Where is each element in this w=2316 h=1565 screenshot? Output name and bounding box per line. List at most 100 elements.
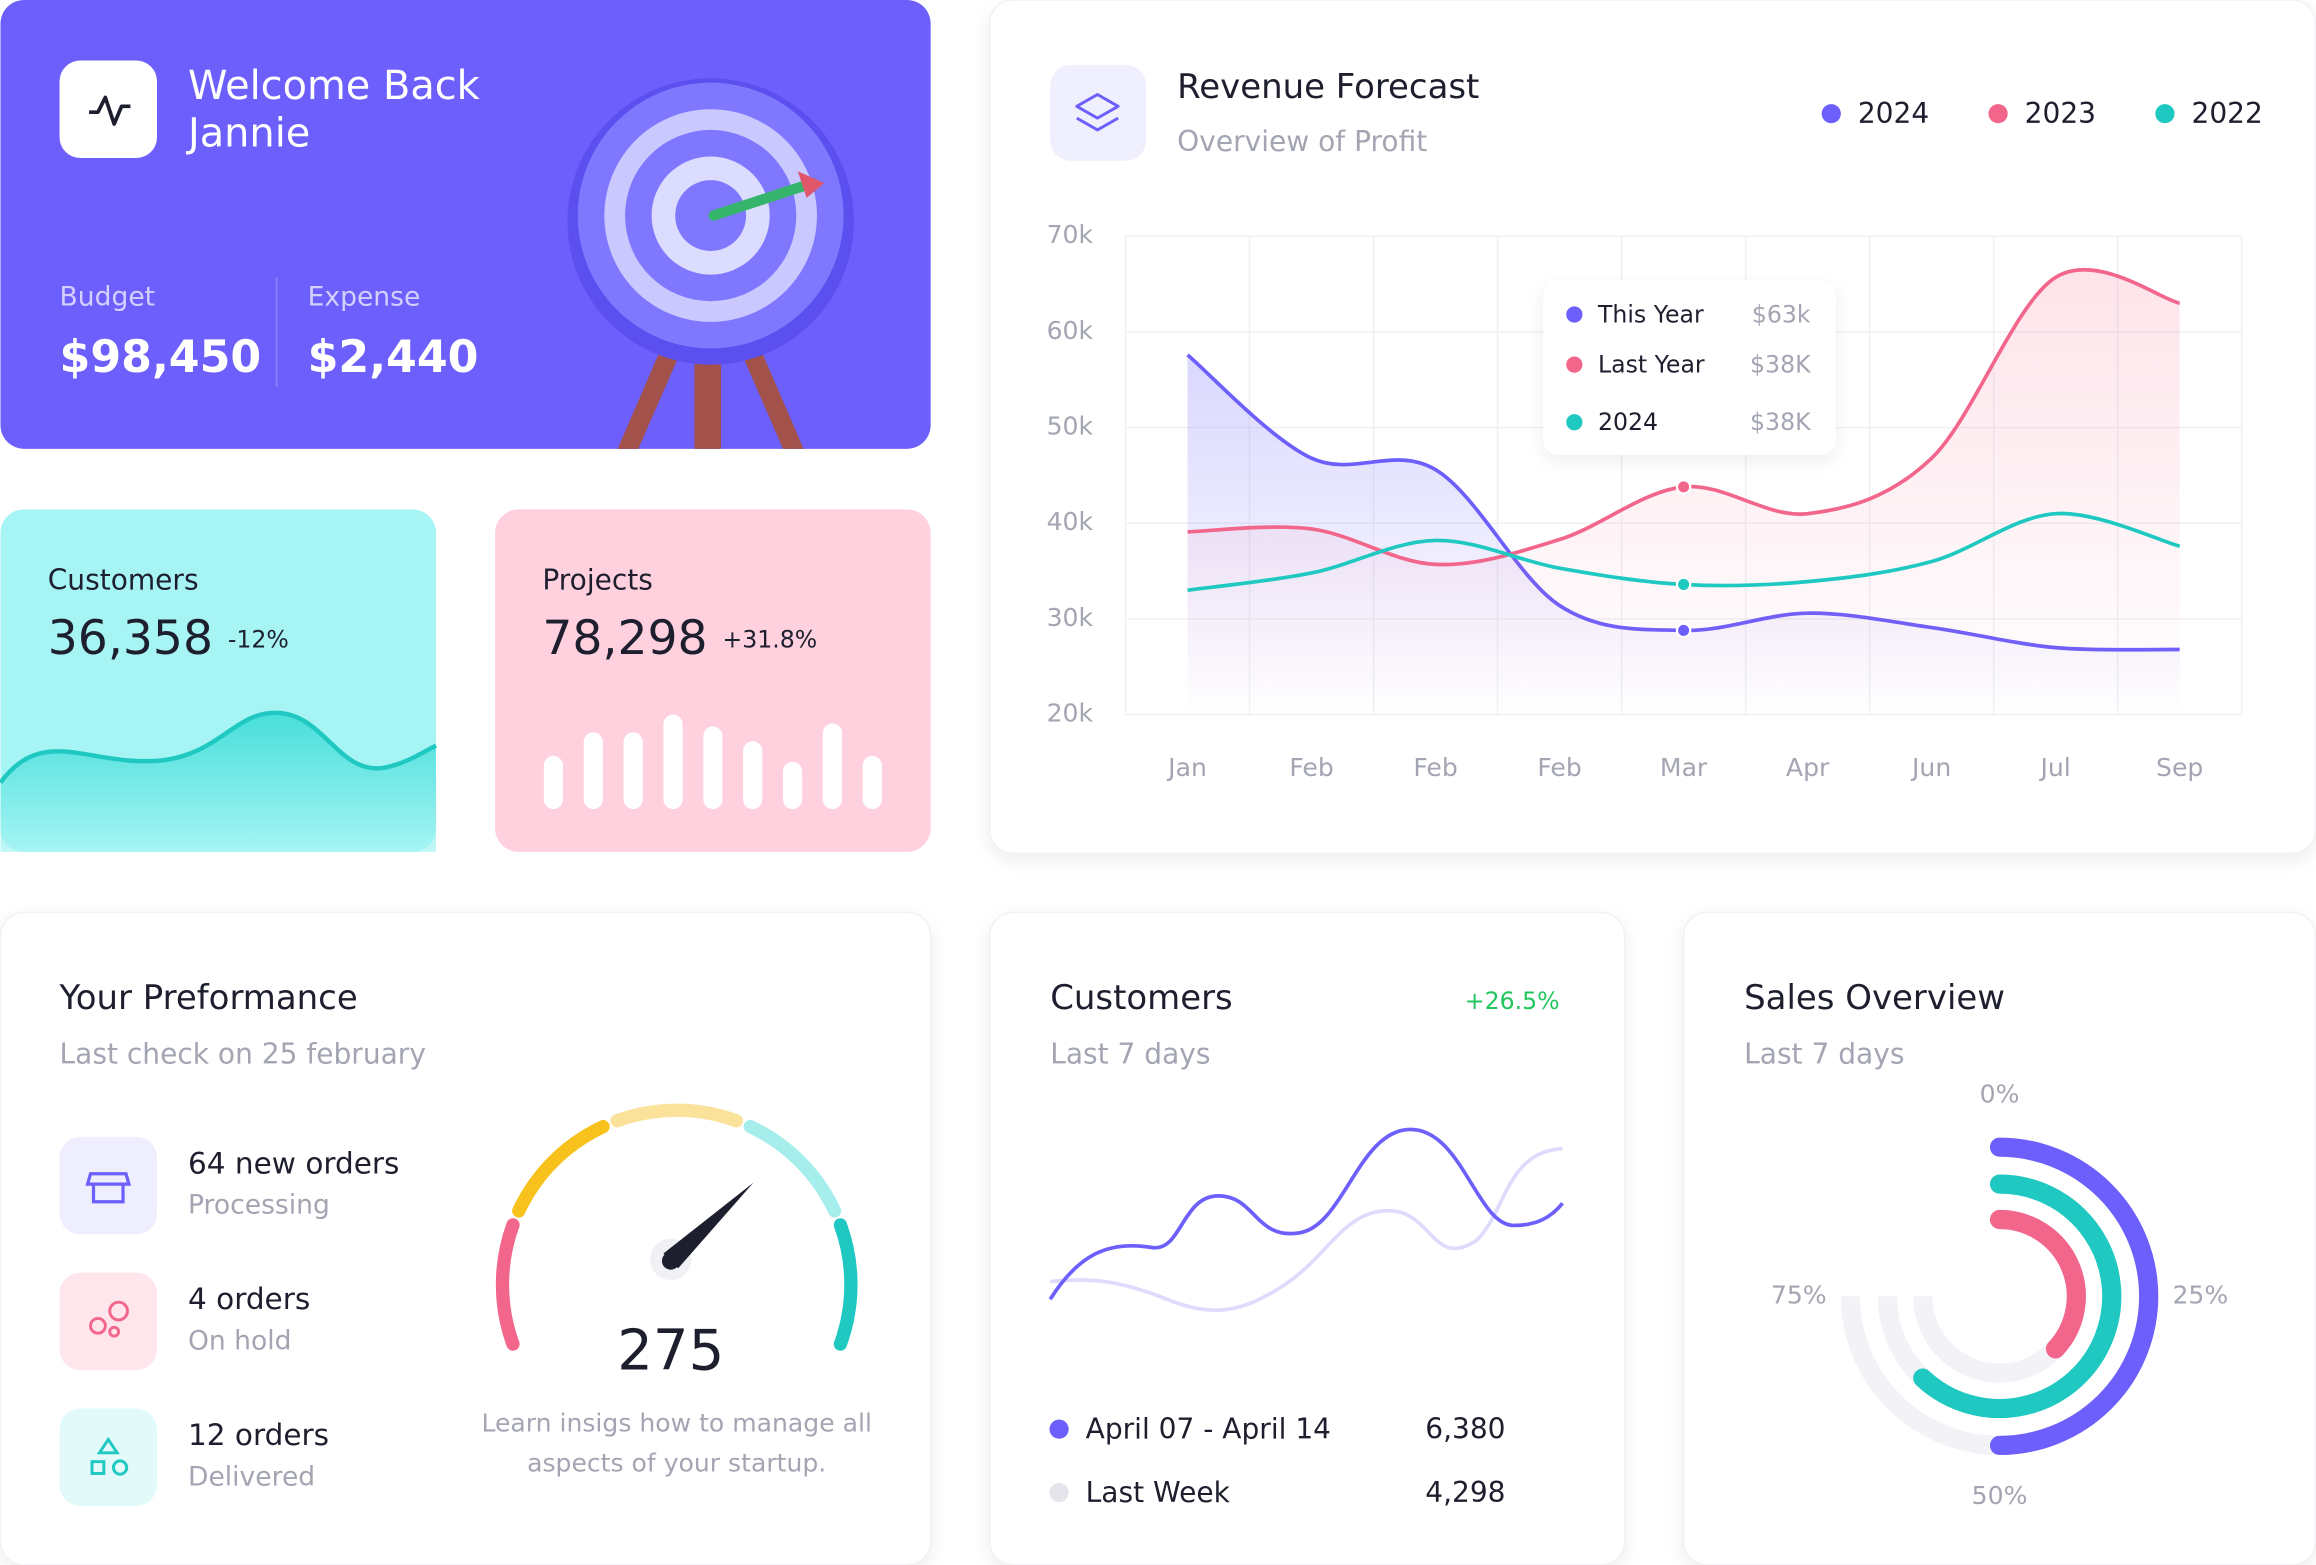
budget-value: $98,450 bbox=[60, 332, 262, 383]
radial-tick-label: 25% bbox=[2172, 1280, 2228, 1309]
item-title: 64 new orders bbox=[188, 1146, 399, 1180]
expense-label: Expense bbox=[308, 282, 421, 313]
sparkline bbox=[0, 710, 438, 784]
performance-subtitle: Last check on 25 february bbox=[60, 1038, 426, 1071]
performance-title: Your Preformance bbox=[59, 978, 358, 1018]
hold-icon-bg bbox=[59, 1272, 157, 1371]
tooltip-value: $38K bbox=[1750, 408, 1811, 436]
radial-arc bbox=[1989, 1209, 2086, 1359]
needle bbox=[663, 1182, 754, 1269]
customers-chart-card bbox=[988, 911, 1626, 1565]
budget-label: Budget bbox=[60, 282, 156, 313]
highlight-dot bbox=[1675, 576, 1692, 593]
customers-chart-subtitle: Last 7 days bbox=[1050, 1038, 1210, 1071]
expense-value: $2,440 bbox=[308, 332, 479, 383]
item-title: 12 orders bbox=[188, 1418, 329, 1452]
customers-label: Customers bbox=[48, 564, 199, 597]
x-tick-label: Feb bbox=[1537, 753, 1581, 782]
target-illustration bbox=[567, 78, 854, 449]
highlight-dot bbox=[1675, 479, 1692, 495]
customers-chart-change: +26.5% bbox=[1465, 987, 1560, 1015]
legend-dot bbox=[1988, 104, 2008, 124]
radial-tick-label: 50% bbox=[1972, 1481, 2028, 1510]
delivered-icon-bg bbox=[59, 1408, 157, 1506]
welcome-title: Welcome Back bbox=[188, 63, 480, 109]
item-status: On hold bbox=[188, 1326, 292, 1357]
x-tick-label: Jul bbox=[2039, 753, 2071, 782]
y-tick-label: 70k bbox=[1047, 220, 1094, 249]
tooltip-label: This Year bbox=[1597, 300, 1704, 328]
series-line bbox=[1187, 267, 2181, 567]
x-tick-label: Mar bbox=[1660, 753, 1708, 782]
x-tick-label: Jan bbox=[1166, 753, 1207, 782]
sales-title: Sales Overview bbox=[1744, 978, 2005, 1018]
layers-icon-bg bbox=[1050, 64, 1147, 161]
tooltip-label: 2024 bbox=[1598, 408, 1658, 436]
project-bar bbox=[743, 741, 763, 810]
gauge-segment bbox=[512, 1119, 610, 1218]
tooltip-label: Last Year bbox=[1598, 351, 1705, 379]
gauge-value: 275 bbox=[617, 1318, 724, 1383]
gauge-segment bbox=[743, 1119, 842, 1218]
project-bar bbox=[543, 755, 564, 810]
project-bar bbox=[623, 732, 643, 810]
radial-arc bbox=[1913, 1174, 2122, 1419]
welcome-name: Jannie bbox=[185, 110, 310, 156]
pulse-icon bbox=[89, 95, 131, 126]
legend-label: 2023 bbox=[2025, 97, 2096, 130]
gauge bbox=[495, 1103, 858, 1351]
revenue-subtitle: Overview of Profit bbox=[1177, 125, 1427, 158]
performance-card bbox=[0, 911, 932, 1565]
item-status: Delivered bbox=[188, 1461, 315, 1492]
customers-value: 36,358 bbox=[48, 611, 213, 666]
gauge-note: aspects of your startup. bbox=[527, 1449, 826, 1478]
legend-value: 4,298 bbox=[1425, 1476, 1505, 1509]
revenue-title: Revenue Forecast bbox=[1177, 67, 1479, 107]
x-tick-label: Feb bbox=[1289, 753, 1333, 782]
tooltip-value: $38K bbox=[1750, 351, 1811, 379]
legend-dot bbox=[1049, 1483, 1069, 1503]
legend-label: 2022 bbox=[2191, 97, 2262, 130]
y-tick-label: 60k bbox=[1047, 316, 1094, 345]
project-bar bbox=[583, 732, 603, 810]
item-status: Processing bbox=[188, 1190, 330, 1221]
y-tick-label: 40k bbox=[1047, 507, 1094, 536]
projects-bars bbox=[543, 714, 882, 810]
legend-dot bbox=[1821, 104, 1841, 124]
tooltip-value: $63k bbox=[1752, 300, 1811, 328]
legend-dot bbox=[2155, 104, 2175, 124]
x-tick-label: Jun bbox=[1910, 753, 1951, 782]
legend-dot bbox=[1049, 1419, 1069, 1439]
legend-label: April 07 - April 14 bbox=[1086, 1413, 1331, 1446]
projects-value: 78,298 bbox=[542, 611, 707, 666]
legend-value: 6,380 bbox=[1425, 1413, 1505, 1446]
customers-chart-title: Customers bbox=[1050, 978, 1233, 1018]
tooltip bbox=[1543, 280, 1836, 455]
revenue-chart: 20k 30k 40k 50k 60k 70k Jan Feb Feb Feb Mar Apr Jun J… bbox=[1047, 97, 2263, 782]
projects-change: +31.8% bbox=[722, 625, 817, 653]
item-title: 4 orders bbox=[188, 1282, 310, 1316]
highlight-dot bbox=[1675, 622, 1692, 639]
project-bar bbox=[822, 723, 843, 810]
delivered-icon bbox=[90, 1436, 129, 1476]
tooltip-dot bbox=[1566, 306, 1583, 323]
customers-change: -12% bbox=[228, 625, 289, 653]
project-bar bbox=[862, 755, 882, 810]
gauge-segment bbox=[833, 1218, 858, 1351]
projects-label: Projects bbox=[542, 564, 653, 597]
hold-icon bbox=[89, 1300, 129, 1338]
x-tick-label: Apr bbox=[1786, 753, 1830, 782]
last-week-line bbox=[1050, 1146, 1563, 1313]
radial-arc bbox=[1989, 1137, 2159, 1456]
tooltip-dot bbox=[1566, 356, 1583, 373]
store-icon bbox=[85, 1172, 132, 1204]
x-tick-label: Feb bbox=[1413, 753, 1457, 782]
sparkline-area bbox=[0, 712, 437, 852]
y-tick-label: 20k bbox=[1047, 699, 1094, 728]
needle-hub bbox=[661, 1252, 680, 1270]
x-tick-label: Sep bbox=[2156, 753, 2203, 782]
project-bar bbox=[703, 726, 723, 810]
legend-label: 2024 bbox=[1858, 97, 1929, 130]
y-tick-label: 30k bbox=[1047, 603, 1094, 632]
